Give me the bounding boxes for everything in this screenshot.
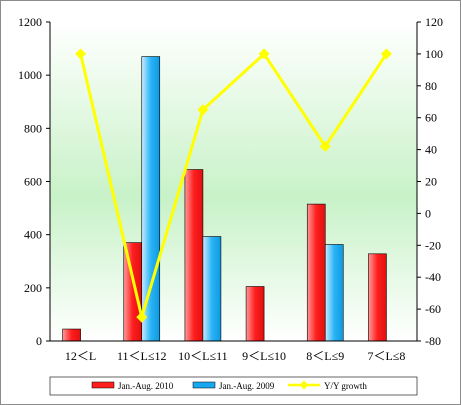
right-tick-label: 20	[425, 175, 437, 189]
legend-swatch-2009	[192, 381, 216, 389]
left-axis-ticks: 0 200 400 600 800 1000 1200	[18, 15, 50, 348]
yy-growth-point	[380, 48, 392, 60]
category-label: 12＜L	[65, 349, 96, 363]
line-layer	[75, 48, 392, 323]
right-tick-label: -80	[425, 334, 441, 348]
bars-layer	[62, 56, 387, 342]
bar-2009	[141, 56, 161, 342]
category-label: 10＜L≤11	[178, 349, 227, 363]
left-tick-label: 1200	[18, 15, 42, 29]
legend-label-yy-growth: Y/Y growth	[324, 381, 367, 391]
right-tick-label: 60	[425, 111, 437, 125]
right-tick-label: -20	[425, 238, 441, 252]
category-label: 8＜L≤9	[306, 349, 344, 363]
yy-growth-point	[75, 48, 87, 60]
yy-growth-point	[197, 104, 209, 116]
category-label: 9＜L≤10	[242, 349, 286, 363]
legend-item-yy-growth: Y/Y growth	[288, 380, 367, 391]
legend-label-2009: Jan.-Aug. 2009	[219, 381, 275, 391]
bar-2010	[368, 253, 387, 342]
bar-2009	[324, 244, 344, 342]
category-label: 11＜L≤12	[117, 349, 166, 363]
yy-growth-point	[136, 311, 148, 323]
bar-2010	[62, 328, 81, 342]
category-label: 7＜L≤8	[367, 349, 405, 363]
right-tick-label: 0	[425, 206, 431, 220]
left-tick-label: 400	[24, 228, 42, 242]
left-tick-label: 1000	[18, 68, 42, 82]
legend-marker-yy-growth	[299, 380, 309, 390]
legend-box	[49, 376, 418, 396]
plot-area	[50, 22, 417, 341]
right-tick-label: 100	[425, 47, 443, 61]
legend-item-2010: Jan.-Aug. 2010	[91, 381, 174, 391]
left-tick-label: 800	[24, 121, 42, 135]
left-tick-label: 200	[24, 281, 42, 295]
legend-label-2010: Jan.-Aug. 2010	[118, 381, 174, 391]
category-labels: 12＜L 11＜L≤12 10＜L≤11 9＜L≤10 8＜L≤9 7＜L≤8	[65, 349, 405, 363]
bar-2010	[306, 203, 326, 342]
yy-growth-point	[319, 140, 331, 152]
right-tick-label: -60	[425, 302, 441, 316]
legend-item-2009: Jan.-Aug. 2009	[192, 381, 275, 391]
left-tick-label: 600	[24, 175, 42, 189]
bar-2010	[245, 286, 265, 342]
right-tick-label: 80	[425, 79, 437, 93]
legend-swatch-2010	[91, 381, 115, 389]
right-axis-ticks: -80 -60 -40 -20 0 20 40 60 80 100 120	[417, 15, 443, 348]
right-tick-label: -40	[425, 270, 441, 284]
right-tick-label: 120	[425, 15, 443, 29]
left-tick-label: 0	[36, 334, 42, 348]
yy-growth-point	[258, 48, 270, 60]
right-tick-label: 40	[425, 143, 437, 157]
bar-2010	[184, 169, 204, 342]
bar-2009	[202, 236, 222, 342]
yy-growth-line	[79, 52, 388, 319]
